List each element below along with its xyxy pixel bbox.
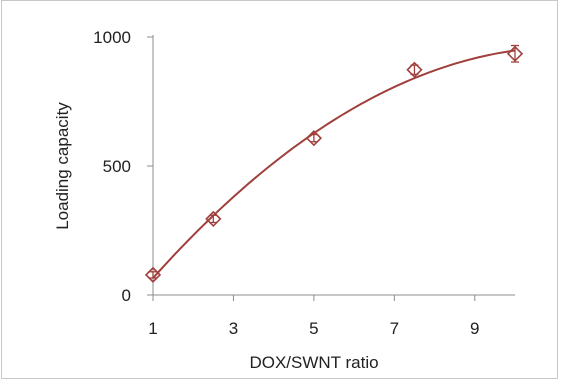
x-tick-label: 3 (229, 319, 238, 338)
tick-labels: 1 3 5 7 9 0 500 1000 (93, 28, 479, 338)
diamond-marker (205, 210, 222, 228)
x-tick-label: 5 (309, 319, 318, 338)
data-point (144, 266, 162, 284)
axes (147, 35, 515, 301)
diamond-marker (406, 61, 423, 78)
y-tick-label: 0 (122, 286, 131, 305)
y-tick-label: 1000 (93, 28, 131, 47)
trendline-group (152, 49, 516, 279)
data-point (506, 44, 524, 63)
x-axis-title: DOX/SWNT ratio (249, 353, 378, 372)
data-point (205, 210, 222, 228)
data-point (406, 61, 423, 78)
data-points (144, 44, 524, 284)
diamond-marker (144, 266, 162, 284)
y-tick-label: 500 (103, 157, 131, 176)
x-tick-label: 9 (470, 319, 479, 338)
diamond-marker (305, 130, 323, 147)
y-axis-title: Loading capacity (53, 102, 72, 230)
x-tick-label: 1 (148, 319, 157, 338)
diamond-marker (506, 45, 524, 62)
trendline (152, 49, 516, 279)
data-point (305, 130, 323, 147)
x-tick-label: 7 (390, 319, 399, 338)
